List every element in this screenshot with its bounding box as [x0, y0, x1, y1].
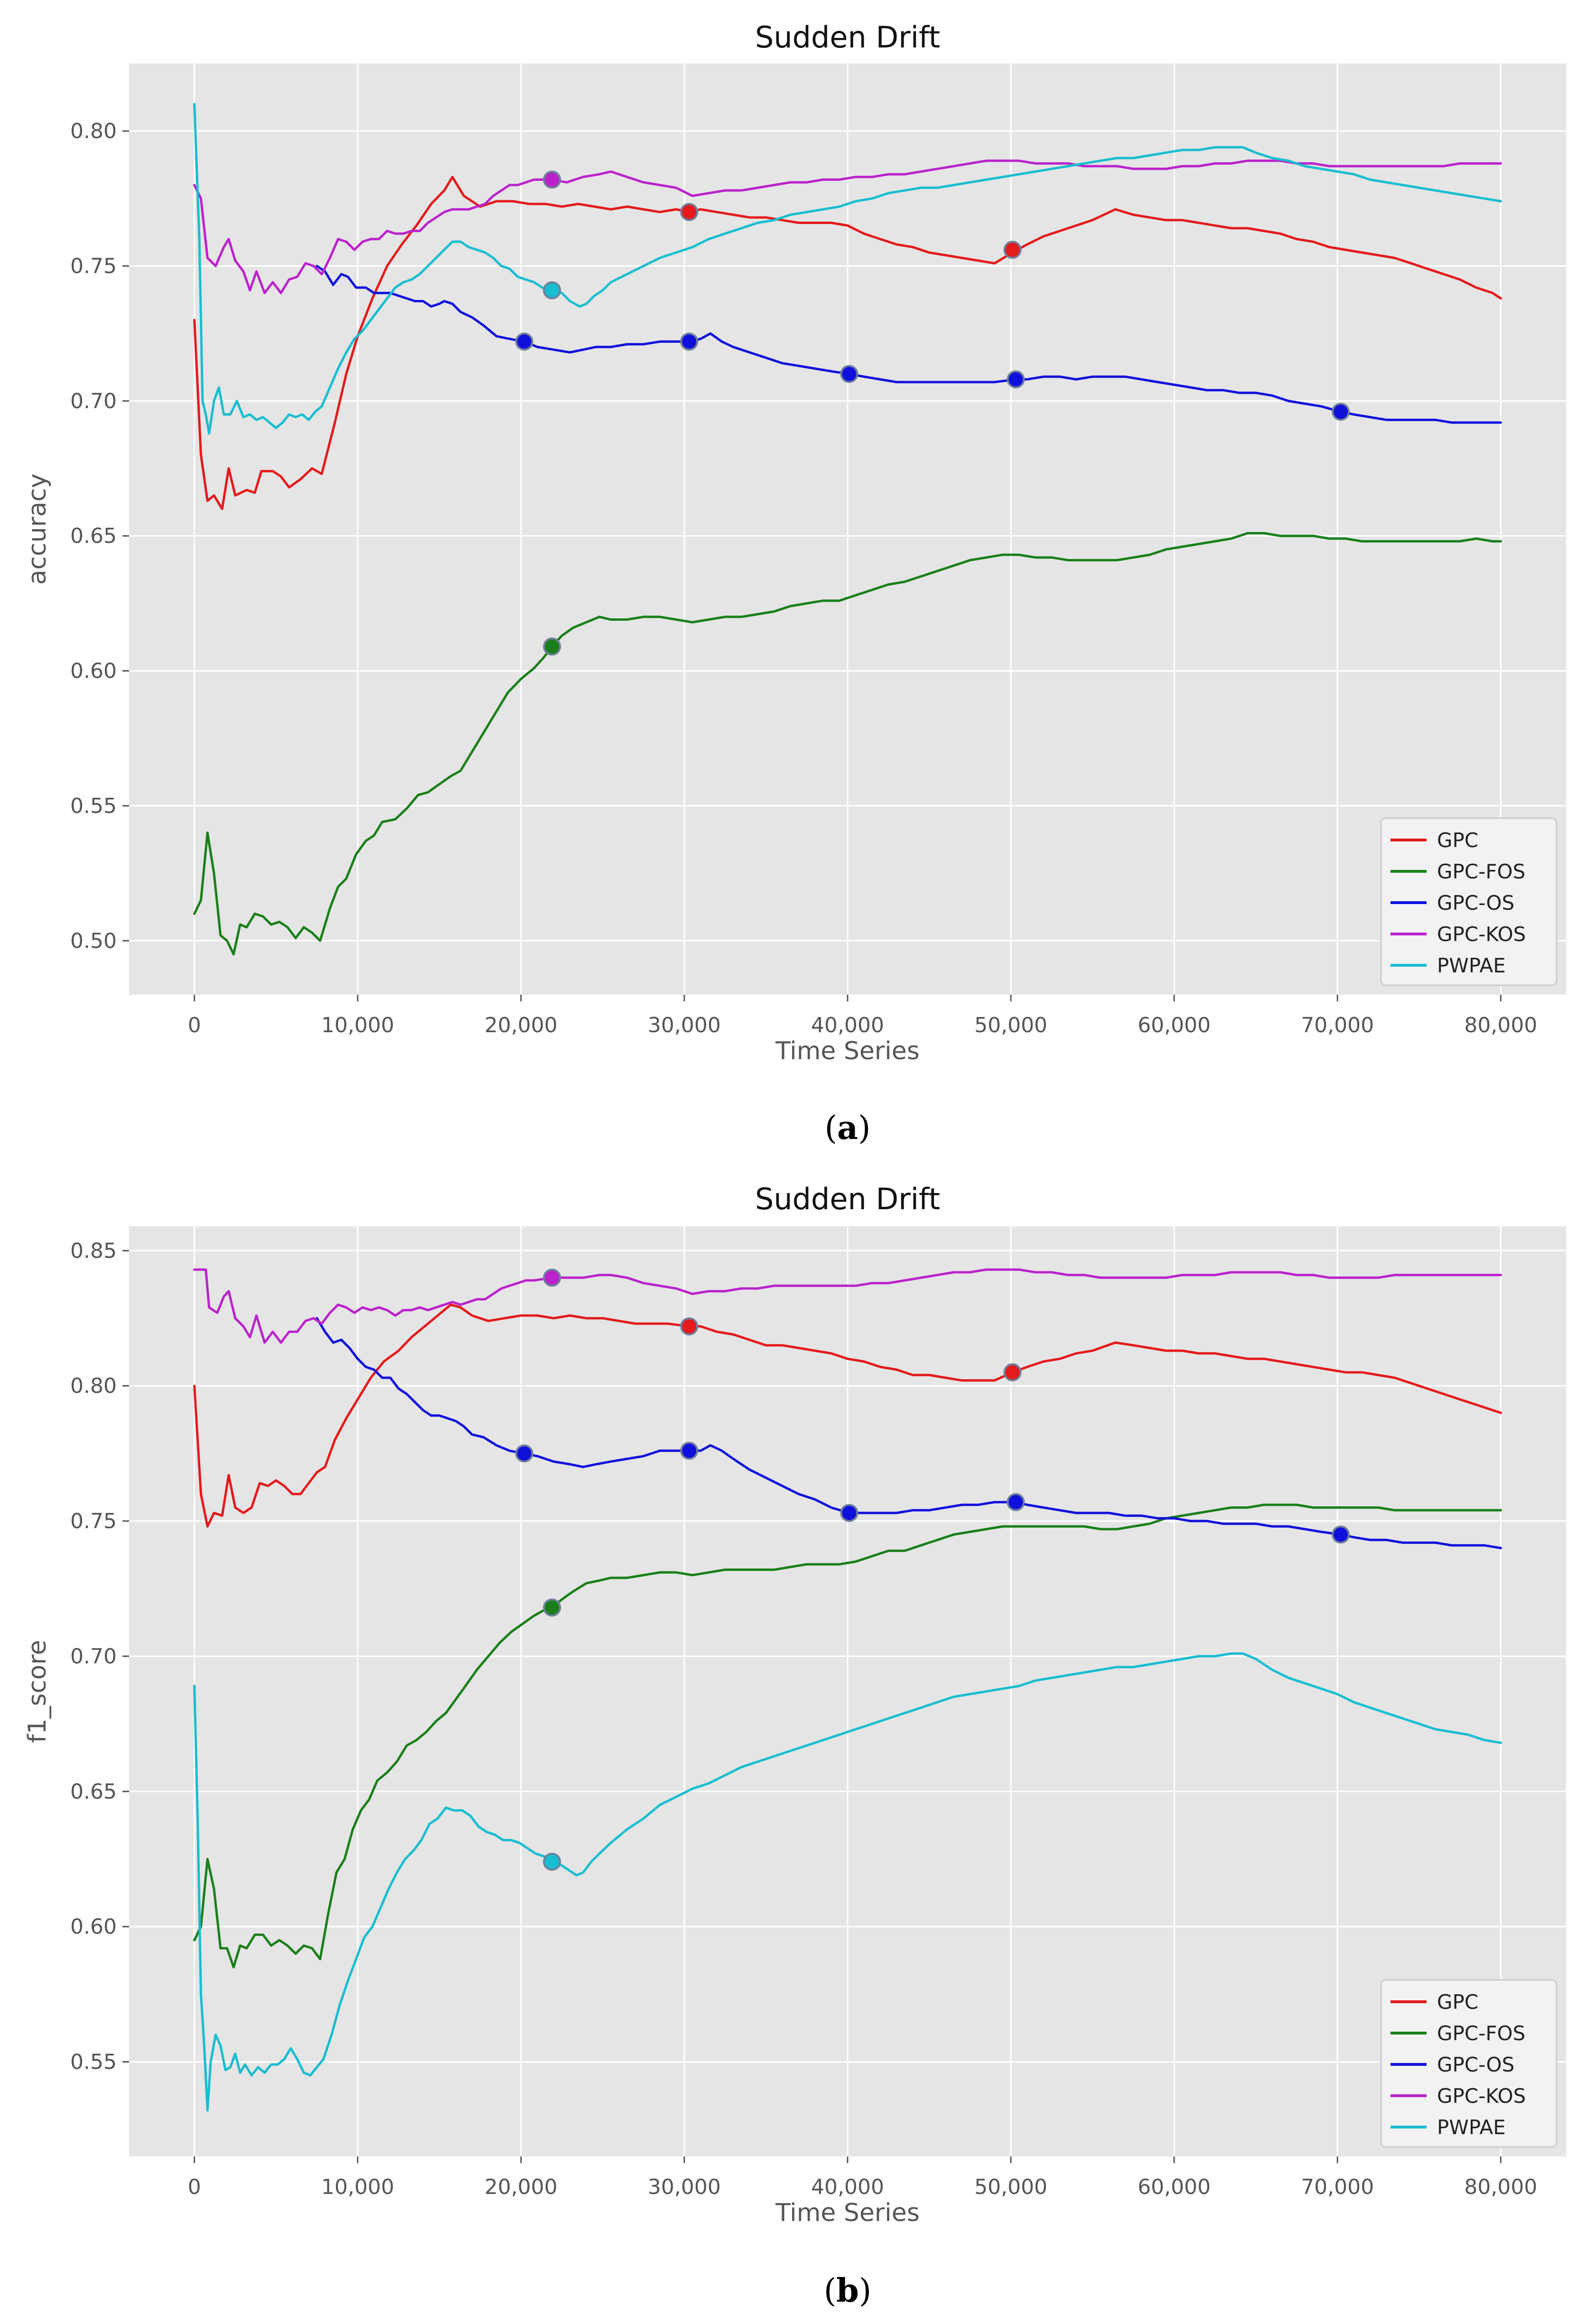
series-line-pwpae [193, 103, 1502, 435]
legend-box [1380, 817, 1558, 986]
y-tick-label: 0.65 [70, 524, 117, 548]
x-tick-label: 20,000 [485, 1013, 558, 1037]
x-tick-label: 60,000 [1138, 2175, 1211, 2199]
marker-gpc-os [1332, 1525, 1350, 1544]
x-axis-label: Time Series [775, 1037, 920, 1065]
series-line-gpc-kos [193, 1268, 1502, 1344]
legend-label-gpc-kos: GPC-KOS [1437, 923, 1526, 946]
legend-label-gpc-os: GPC-OS [1437, 891, 1514, 915]
marker-gpc-os [680, 332, 699, 351]
series-line-gpc [193, 176, 1502, 510]
x-tick-label: 40,000 [811, 1013, 884, 1037]
marker-gpc-os [1007, 370, 1025, 389]
marker-gpc-os [840, 365, 858, 383]
figure-caption: (b) [824, 2272, 872, 2310]
x-tick-label: 70,000 [1301, 1013, 1374, 1037]
marker-gpc-os [680, 1441, 699, 1460]
marker-gpc-kos [543, 170, 561, 189]
x-tick-label: 30,000 [648, 2175, 721, 2199]
y-tick-label: 0.80 [70, 1374, 117, 1398]
x-tick-label: 40,000 [811, 2175, 884, 2199]
x-tick-label: 10,000 [321, 1013, 394, 1037]
series-line-gpc-fos [193, 532, 1502, 956]
x-tick-label: 50,000 [974, 1013, 1047, 1037]
marker-gpc [680, 1317, 699, 1335]
legend-box [1380, 1979, 1558, 2148]
legend-label-pwpae: PWPAE [1437, 954, 1506, 977]
legend: GPC GPC-FOS GPC-OS GPC-KOS PWPAE [1380, 817, 1558, 986]
marker-pwpae [543, 1852, 561, 1871]
series-line-gpc [193, 1303, 1502, 1528]
x-tick-label: 0 [188, 2175, 201, 2199]
x-tick-label: 60,000 [1138, 1013, 1211, 1037]
marker-gpc [1003, 1363, 1022, 1381]
marker-gpc-fos [543, 637, 561, 656]
marker-gpc-os [1332, 402, 1350, 421]
x-tick-label: 30,000 [648, 1013, 721, 1037]
x-axis-label: Time Series [775, 2199, 920, 2227]
y-axis-label: f1_score [23, 1640, 52, 1743]
legend-label-gpc-kos: GPC-KOS [1437, 2084, 1526, 2108]
x-tick-label: 80,000 [1464, 1013, 1537, 1037]
chart-panel-f1-score: 0 10,000 20,000 30,000 40,000 50,000 60,000 70,… [23, 1182, 1566, 2310]
marker-gpc-kos [543, 1269, 561, 1287]
series-line-pwpae [193, 1652, 1502, 2112]
chart-panel-accuracy: 0 10,000 20,000 30,000 40,000 50,000 60,000 70,… [23, 20, 1566, 1147]
legend-label-gpc-os: GPC-OS [1437, 2053, 1514, 2076]
marker-gpc-os [1007, 1493, 1025, 1512]
y-tick-label: 0.60 [70, 1915, 117, 1939]
chart-title: Sudden Drift [755, 1182, 940, 1216]
y-tick-label: 0.60 [70, 659, 117, 683]
legend-label-gpc-fos: GPC-FOS [1437, 860, 1525, 883]
series-line-gpc-fos [193, 1503, 1502, 1969]
marker-gpc [1003, 241, 1022, 259]
legend-label-pwpae: PWPAE [1437, 2116, 1506, 2139]
series-line-gpc-os [316, 1317, 1502, 1549]
y-tick-label: 0.70 [70, 1644, 117, 1669]
series-line-gpc-kos [193, 159, 1502, 294]
x-tick-label: 80,000 [1464, 2175, 1537, 2199]
x-tick-label: 0 [188, 1013, 201, 1037]
marker-gpc-os [840, 1503, 858, 1522]
y-tick-label: 0.70 [70, 389, 117, 413]
y-tick-label: 0.75 [70, 1509, 117, 1533]
chart-title: Sudden Drift [755, 20, 940, 55]
x-tick-label: 10,000 [321, 2175, 394, 2199]
figure-caption: (a) [824, 1109, 870, 1147]
y-tick-label: 0.65 [70, 1780, 117, 1804]
marker-gpc-os [515, 332, 533, 351]
y-tick-label: 0.55 [70, 2050, 117, 2074]
y-tick-label: 0.55 [70, 794, 117, 818]
legend-label-gpc: GPC [1437, 829, 1478, 852]
legend-label-gpc-fos: GPC-FOS [1437, 2022, 1525, 2045]
legend: GPC GPC-FOS GPC-OS GPC-KOS PWPAE [1380, 1979, 1558, 2148]
y-tick-label: 0.50 [70, 929, 117, 953]
legend-label-gpc: GPC [1437, 1990, 1478, 2014]
y-tick-label: 0.80 [70, 119, 117, 143]
y-axis-label: accuracy [23, 474, 52, 585]
y-tick-label: 0.85 [70, 1239, 117, 1263]
x-tick-label: 70,000 [1301, 2175, 1374, 2199]
marker-gpc-os [515, 1444, 533, 1463]
marker-gpc [680, 203, 699, 221]
series-line-gpc-os [316, 265, 1502, 424]
marker-gpc-fos [543, 1598, 561, 1617]
y-tick-label: 0.75 [70, 254, 117, 279]
marker-pwpae [543, 281, 561, 299]
x-tick-label: 20,000 [485, 2175, 558, 2199]
x-tick-label: 50,000 [974, 2175, 1047, 2199]
